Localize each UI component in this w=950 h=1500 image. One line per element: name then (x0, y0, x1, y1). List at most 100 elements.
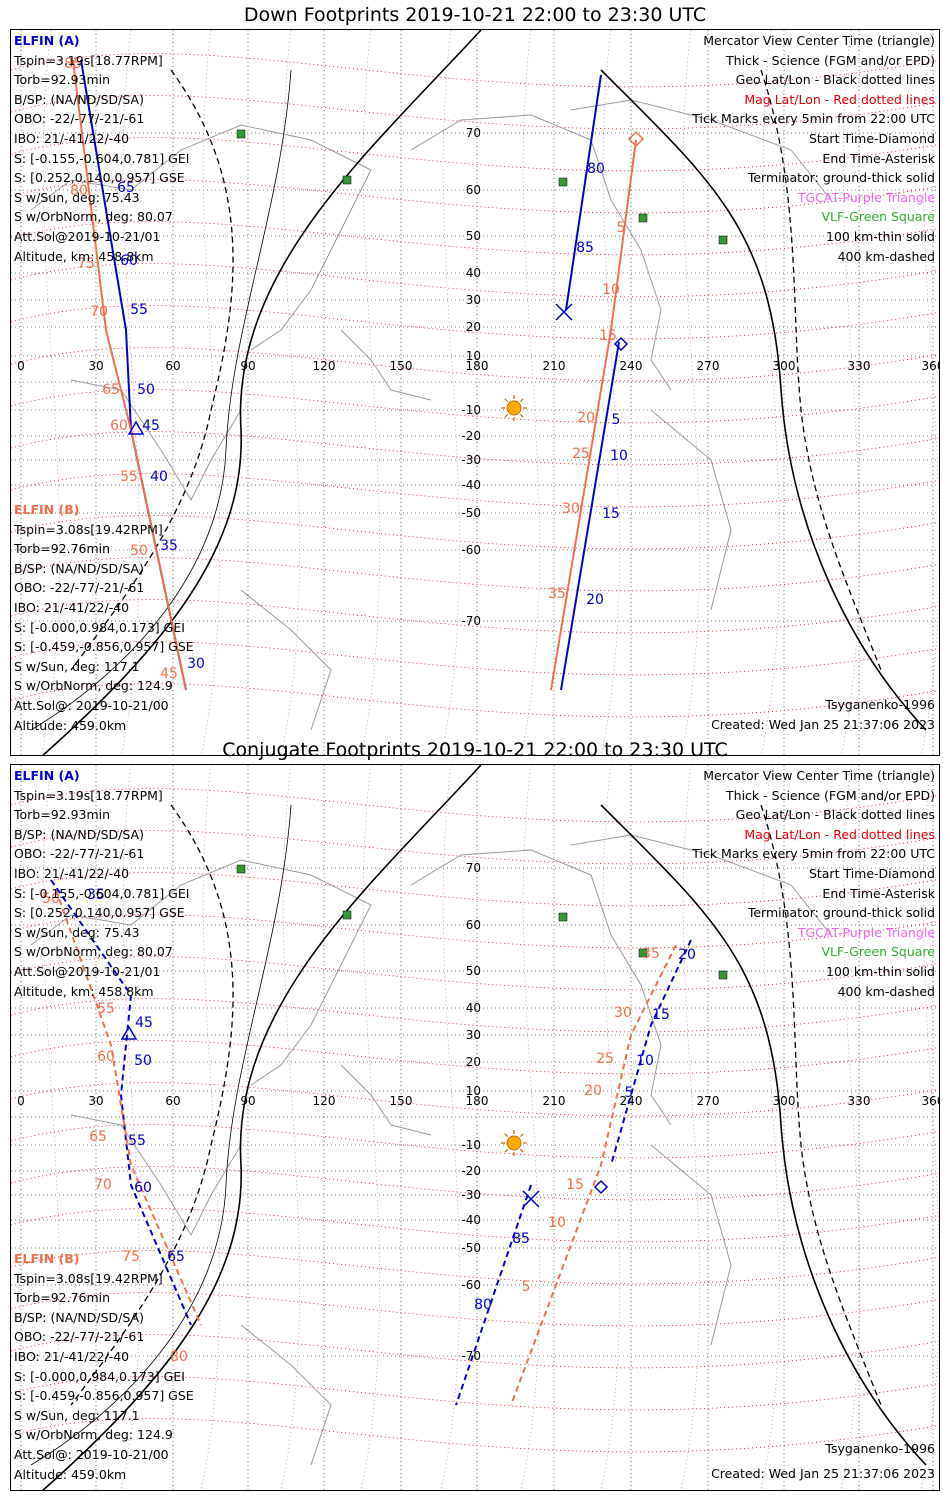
mag-meridian (440, 30, 461, 755)
lon-tick-label: 330 (848, 1094, 871, 1108)
lon-tick-label: 240 (620, 1094, 643, 1108)
elfin-a-tick-label: 60 (120, 253, 138, 269)
created-label: Created: Wed Jan 25 21:37:06 2023 (711, 1466, 935, 1481)
legend-item: Mercator View Center Time (triangle) (703, 33, 935, 48)
lon-tick-label: 210 (543, 359, 566, 373)
mag-meridian (200, 30, 221, 755)
elfin-b-tick-label: 65 (89, 1129, 107, 1145)
mag-meridian (440, 765, 461, 1490)
coastline (70, 379, 242, 502)
legend-item: 100 km-thin solid (826, 963, 935, 979)
coastline (650, 1144, 732, 1346)
legend-item: Terminator: ground-thick solid (747, 170, 935, 186)
mag-parallel (11, 95, 939, 130)
elfin-a-line: S: [0.252,0.140,0.957] GSE (14, 905, 185, 921)
mag-parallel (11, 431, 939, 466)
elfin-b-tick-label: 5 (617, 220, 626, 236)
lat-tick-label: 40 (466, 1001, 481, 1015)
elfin-b-tick-label: 30 (614, 1005, 632, 1021)
lat-tick-label: 30 (466, 293, 481, 307)
axis-ticks: 0 30 60 90 120 150 180 210 240 270 300 330 360 70 60 50… (17, 861, 939, 1363)
lon-tick-label: 210 (543, 1094, 566, 1108)
lat-tick-label: 30 (466, 1028, 481, 1042)
down-footprints-map-panel: 0 30 60 90 120 150 180 210 240 270 300 330 360 70 60 50… (10, 29, 940, 756)
elfin-b-line: S w/Sun, deg: 117.1 (14, 658, 140, 674)
elfin-b-line: B/SP: (NA/ND/SD/SA) (14, 1309, 144, 1325)
mag-parallel (11, 137, 939, 172)
lat-tick-label: 70 (466, 861, 481, 875)
lat-tick-label: -40 (461, 1213, 481, 1227)
mag-parallel (11, 683, 939, 718)
elfin-a-track (565, 74, 602, 311)
elfin-a-line: Tspin=3.19s[18.77RPM] (14, 52, 163, 68)
lon-tick-label: 240 (620, 359, 643, 373)
elfin-b-line: Altitude: 459.0km (14, 1466, 127, 1482)
end-asterisk (555, 303, 573, 321)
terminator-100km (30, 69, 292, 731)
lat-tick-label: -30 (461, 453, 481, 467)
elfin-a-tick-label: 65 (117, 180, 135, 196)
lat-tick-label: 60 (466, 183, 481, 197)
coastline (240, 1324, 332, 1466)
elfin-a-tick-label: 5 (625, 1085, 634, 1101)
elfin-a-line: Altitude, km: 458.8km (14, 983, 154, 999)
lon-tick-label: 90 (240, 1094, 255, 1108)
lat-tick-label: 20 (466, 1055, 481, 1069)
elfin-a-line: Att.Sol@2019-10-21/01 (14, 963, 161, 979)
elfin-b-tick-label: 80 (70, 183, 88, 199)
elfin-a-line: S w/Sun, deg: 75.43 (14, 189, 140, 205)
vlf-marker (638, 948, 648, 958)
lat-tick-label: -50 (461, 506, 481, 520)
elfin-a-tick-label: 35 (160, 538, 178, 554)
mag-grid (11, 30, 939, 755)
coastline (30, 859, 372, 1086)
elfin-b-line: S: [-0.459,-0.856,0.957] GSE (14, 1388, 194, 1404)
elfin-b-tick-label: 10 (602, 282, 620, 298)
start-diamond (627, 130, 645, 148)
model-label: Tsyganenko-1996 (825, 1441, 935, 1456)
elfin-b-line: Torb=92.76min (14, 1290, 111, 1306)
elfin-b-track (72, 59, 187, 691)
mag-meridian (280, 30, 301, 755)
sun-icon-ray (504, 1148, 509, 1153)
lat-tick-label: -20 (461, 1164, 481, 1178)
elfin-b-line: OBO: -22/-77/-21/-61 (14, 580, 145, 596)
mag-parallel (11, 1208, 939, 1243)
mag-parallel (11, 1418, 939, 1453)
lat-tick-label: 50 (466, 229, 481, 243)
lat-tick-label: -20 (461, 429, 481, 443)
elfin-a-track (560, 341, 620, 691)
legend-item: Mercator View Center Time (triangle) (703, 768, 935, 783)
coastline (30, 124, 372, 351)
elfin-a-tick-label: 85 (576, 240, 594, 256)
mag-parallel (11, 1292, 939, 1327)
lon-tick-label: 120 (313, 1094, 336, 1108)
lat-tick-label: 40 (466, 266, 481, 280)
elfin-a-tick-label: 60 (134, 1180, 152, 1196)
sun-icon (501, 1130, 527, 1156)
elfin-b-tick-label: 70 (90, 304, 108, 320)
elfin-a-line: IBO: 21/-41/22/-40 (14, 865, 130, 881)
lat-tick-label: 70 (466, 126, 481, 140)
coastline (570, 99, 832, 201)
elfin-a-tick-label: 45 (135, 1015, 153, 1031)
sun-icon-disc (506, 400, 522, 416)
elfin-b-info: ELFIN (B) Tspin=3.08s[19.42RPM] Torb=92.… (14, 1249, 194, 1484)
elfin-a-line: Altitude, km: 458.8km (14, 248, 154, 264)
elfin-b-tick-label: 30 (562, 501, 580, 517)
terminator-ground (600, 804, 927, 1466)
axis-ticks: 0 30 60 90 120 150 180 210 240 270 300 330 360 70 60 50… (17, 126, 939, 628)
geo-grid (11, 765, 939, 1490)
mag-parallel (11, 1166, 939, 1201)
mag-parallel (11, 830, 939, 865)
legend-item: Start Time-Diamond (808, 130, 935, 146)
elfin-b-tick-label: 45 (160, 666, 178, 682)
elfin-a-tick-label: 10 (610, 448, 628, 464)
legend-item: VLF-Green Square (821, 944, 935, 960)
elfin-b-line: Torb=92.76min (14, 541, 111, 557)
elfin-a-line: IBO: 21/-41/22/-40 (14, 130, 130, 146)
mag-parallel (11, 1040, 939, 1075)
elfin-a-line: S: [0.252,0.140,0.957] GSE (14, 170, 185, 186)
mag-parallel (11, 305, 939, 340)
elfin-b-track (510, 944, 677, 1406)
